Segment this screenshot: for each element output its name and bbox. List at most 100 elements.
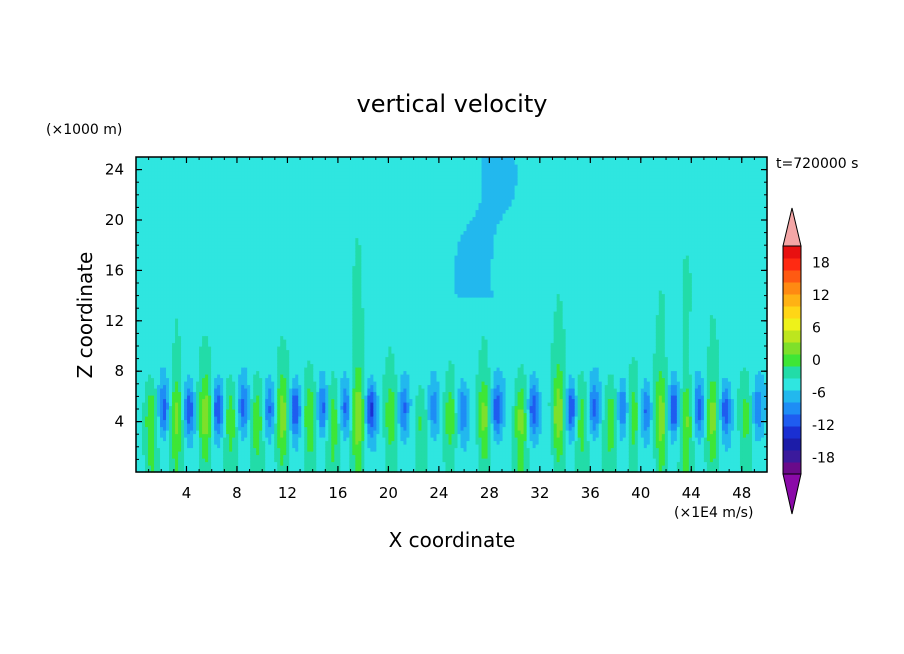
field-cell — [268, 213, 272, 218]
field-cell — [208, 451, 212, 456]
field-cell — [262, 195, 266, 200]
field-cell — [238, 342, 242, 347]
field-cell — [166, 346, 170, 351]
field-cell — [187, 304, 191, 309]
field-cell — [265, 192, 269, 197]
field-cell — [265, 440, 269, 445]
field-cell — [280, 314, 284, 319]
field-cell — [157, 237, 161, 242]
field-cell — [238, 437, 242, 442]
field-cell — [226, 227, 230, 232]
field-cell — [172, 384, 176, 389]
field-cell — [172, 279, 176, 284]
field-cell — [211, 199, 215, 204]
field-cell — [202, 318, 206, 323]
field-cell — [142, 426, 146, 431]
field-cell — [178, 192, 182, 197]
field-cell — [271, 188, 275, 193]
field-cell — [250, 293, 254, 298]
field-cell — [241, 412, 245, 417]
field-cell — [229, 230, 233, 235]
field-cell — [274, 444, 278, 449]
field-cell — [196, 395, 200, 400]
field-cell — [139, 304, 143, 309]
field-cell — [160, 419, 164, 424]
field-cell — [190, 220, 194, 225]
field-cell — [190, 349, 194, 354]
field-cell — [214, 402, 218, 407]
field-cell — [229, 167, 233, 172]
field-cell — [229, 447, 233, 452]
field-cell — [253, 181, 257, 186]
field-cell — [208, 265, 212, 270]
field-cell — [220, 353, 224, 358]
field-cell — [175, 178, 179, 183]
field-cell — [283, 164, 287, 169]
field-cell — [169, 234, 173, 239]
field-cell — [277, 300, 281, 305]
field-cell — [172, 395, 176, 400]
field-cell — [199, 419, 203, 424]
field-cell — [205, 416, 209, 421]
field-cell — [202, 440, 206, 445]
field-cell — [223, 388, 227, 393]
field-cell — [148, 377, 152, 382]
field-cell — [226, 213, 230, 218]
field-cell — [268, 402, 272, 407]
field-cell — [235, 339, 239, 344]
field-cell — [268, 342, 272, 347]
field-cell — [241, 167, 245, 172]
field-cell — [139, 367, 143, 372]
field-cell — [151, 458, 155, 463]
field-cell — [139, 251, 143, 256]
field-cell — [205, 388, 209, 393]
field-cell — [208, 199, 212, 204]
field-cell — [181, 307, 185, 312]
field-cell — [286, 374, 290, 379]
field-cell — [193, 188, 197, 193]
field-cell — [187, 451, 191, 456]
field-cell — [259, 335, 263, 340]
field-cell — [232, 202, 236, 207]
field-cell — [235, 279, 239, 284]
field-cell — [166, 314, 170, 319]
field-cell — [271, 167, 275, 172]
field-cell — [247, 395, 251, 400]
field-cell — [211, 377, 215, 382]
field-cell — [271, 461, 275, 466]
field-cell — [262, 367, 266, 372]
field-cell — [148, 300, 152, 305]
field-cell — [169, 440, 173, 445]
field-cell — [238, 458, 242, 463]
field-cell — [205, 458, 209, 463]
field-cell — [238, 328, 242, 333]
field-cell — [175, 370, 179, 375]
field-cell — [238, 363, 242, 368]
field-cell — [232, 279, 236, 284]
field-cell — [190, 265, 194, 270]
field-cell — [256, 360, 260, 365]
field-cell — [250, 440, 254, 445]
field-cell — [247, 300, 251, 305]
field-cell — [244, 251, 248, 256]
field-cell — [178, 307, 182, 312]
field-cell — [184, 437, 188, 442]
field-cell — [208, 311, 212, 316]
field-cell — [202, 283, 206, 288]
field-cell — [265, 164, 269, 169]
field-cell — [151, 325, 155, 330]
field-cell — [286, 332, 290, 337]
field-cell — [151, 206, 155, 211]
field-cell — [187, 339, 191, 344]
field-cell — [253, 279, 257, 284]
field-cell — [148, 167, 152, 172]
field-cell — [280, 297, 284, 302]
field-cell — [145, 230, 149, 235]
field-cell — [193, 269, 197, 274]
field-cell — [217, 346, 221, 351]
field-cell — [244, 370, 248, 375]
field-cell — [265, 188, 269, 193]
field-cell — [139, 363, 143, 368]
field-cell — [277, 283, 281, 288]
field-cell — [226, 440, 230, 445]
